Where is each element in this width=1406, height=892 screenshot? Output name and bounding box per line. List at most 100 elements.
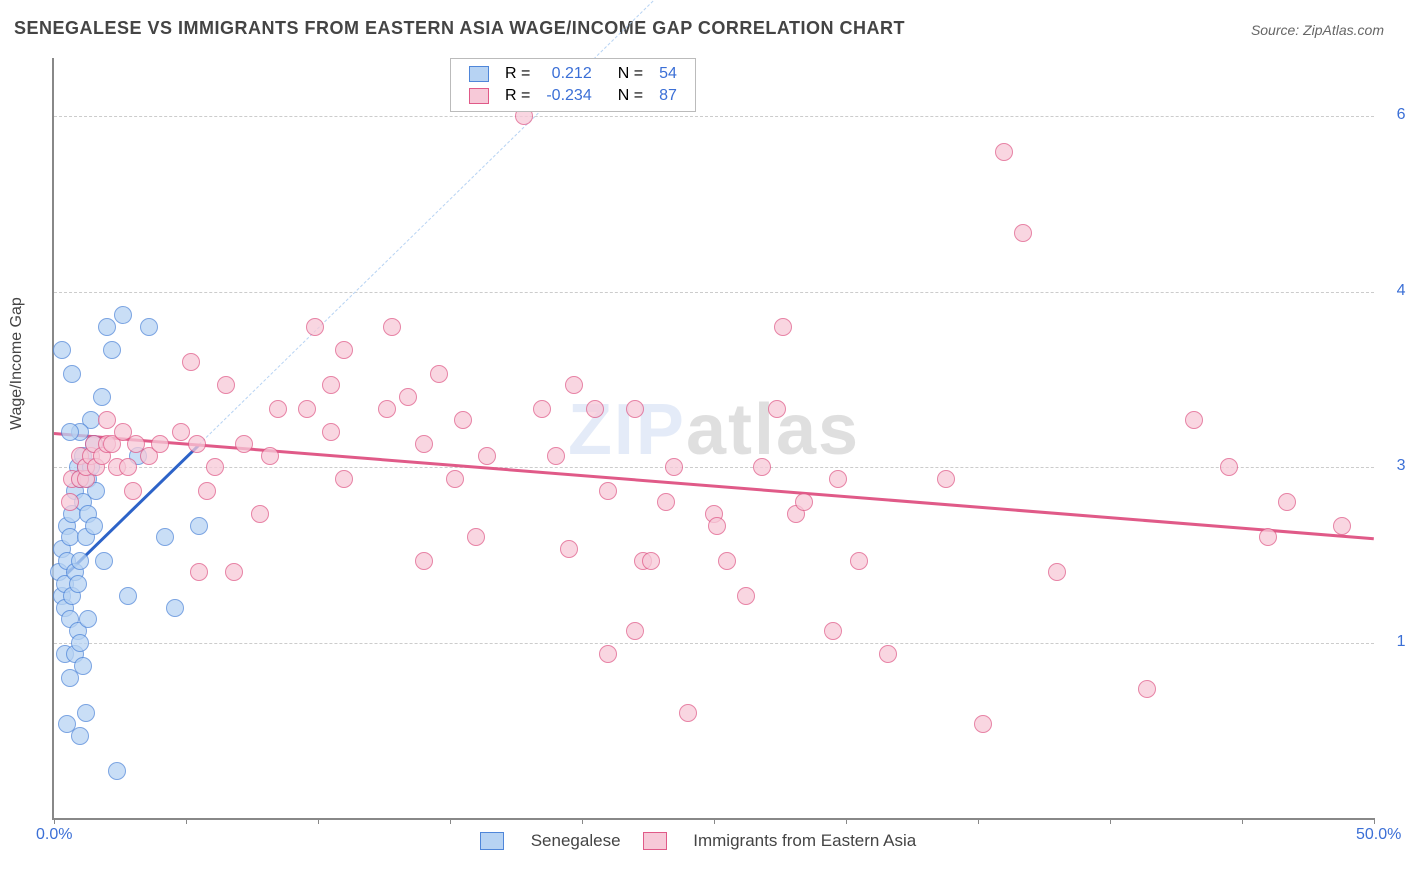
point-eastern_asia xyxy=(467,528,485,546)
point-eastern_asia xyxy=(679,704,697,722)
point-eastern_asia xyxy=(850,552,868,570)
point-eastern_asia xyxy=(151,435,169,453)
point-eastern_asia xyxy=(1185,411,1203,429)
point-eastern_asia xyxy=(753,458,771,476)
legend-r-label: R = xyxy=(497,85,538,107)
point-eastern_asia xyxy=(269,400,287,418)
watermark: ZIPatlas xyxy=(568,389,860,471)
point-senegalese xyxy=(114,306,132,324)
legend-r-value-eastern_asia: -0.234 xyxy=(538,85,599,107)
point-eastern_asia xyxy=(298,400,316,418)
gridline xyxy=(54,116,1374,117)
series-legend: Senegalese Immigrants from Eastern Asia xyxy=(480,830,938,851)
point-eastern_asia xyxy=(1333,517,1351,535)
point-senegalese xyxy=(119,587,137,605)
point-eastern_asia xyxy=(824,622,842,640)
chart-title: SENEGALESE VS IMMIGRANTS FROM EASTERN AS… xyxy=(14,18,905,39)
x-tick-mark xyxy=(318,818,319,824)
point-senegalese xyxy=(61,423,79,441)
point-eastern_asia xyxy=(182,353,200,371)
point-eastern_asia xyxy=(322,423,340,441)
x-tick-mark xyxy=(54,818,55,824)
point-eastern_asia xyxy=(190,563,208,581)
gridline xyxy=(54,643,1374,644)
point-senegalese xyxy=(69,575,87,593)
legend-label-senegalese: Senegalese xyxy=(526,831,621,850)
point-senegalese xyxy=(156,528,174,546)
legend-swatch-senegalese xyxy=(480,832,504,850)
point-eastern_asia xyxy=(446,470,464,488)
point-senegalese xyxy=(74,657,92,675)
point-eastern_asia xyxy=(995,143,1013,161)
point-eastern_asia xyxy=(599,482,617,500)
y-axis-label: Wage/Income Gap xyxy=(8,297,26,430)
point-senegalese xyxy=(93,388,111,406)
point-senegalese xyxy=(71,634,89,652)
point-senegalese xyxy=(79,610,97,628)
x-tick-mark xyxy=(846,818,847,824)
y-tick-label: 45.0% xyxy=(1378,282,1406,300)
y-tick-label: 15.0% xyxy=(1378,633,1406,651)
point-eastern_asia xyxy=(937,470,955,488)
point-eastern_asia xyxy=(119,458,137,476)
source-label: Source: ZipAtlas.com xyxy=(1251,22,1384,38)
point-eastern_asia xyxy=(1138,680,1156,698)
point-senegalese xyxy=(95,552,113,570)
point-senegalese xyxy=(53,341,71,359)
point-eastern_asia xyxy=(626,622,644,640)
point-eastern_asia xyxy=(225,563,243,581)
legend-n-label: N = xyxy=(600,63,651,85)
point-eastern_asia xyxy=(708,517,726,535)
point-eastern_asia xyxy=(217,376,235,394)
point-eastern_asia xyxy=(383,318,401,336)
gridline xyxy=(54,292,1374,293)
x-tick-mark xyxy=(186,818,187,824)
legend-swatch-eastern_asia xyxy=(643,832,667,850)
point-senegalese xyxy=(71,552,89,570)
point-eastern_asia xyxy=(399,388,417,406)
correlation-legend: R =0.212N =54R =-0.234N =87 xyxy=(450,58,696,112)
point-eastern_asia xyxy=(206,458,224,476)
point-eastern_asia xyxy=(235,435,253,453)
legend-r-label: R = xyxy=(497,63,538,85)
legend-r-value-senegalese: 0.212 xyxy=(538,63,599,85)
point-eastern_asia xyxy=(665,458,683,476)
point-eastern_asia xyxy=(188,435,206,453)
x-tick-label: 0.0% xyxy=(36,826,72,844)
point-eastern_asia xyxy=(737,587,755,605)
legend-swatch-eastern_asia xyxy=(469,88,489,104)
point-senegalese xyxy=(98,318,116,336)
point-eastern_asia xyxy=(1220,458,1238,476)
point-eastern_asia xyxy=(98,411,116,429)
point-eastern_asia xyxy=(378,400,396,418)
point-eastern_asia xyxy=(335,341,353,359)
point-eastern_asia xyxy=(599,645,617,663)
point-eastern_asia xyxy=(124,482,142,500)
point-eastern_asia xyxy=(768,400,786,418)
point-eastern_asia xyxy=(306,318,324,336)
point-senegalese xyxy=(85,517,103,535)
x-tick-mark xyxy=(1242,818,1243,824)
legend-label-eastern_asia: Immigrants from Eastern Asia xyxy=(689,831,917,850)
point-eastern_asia xyxy=(251,505,269,523)
point-eastern_asia xyxy=(430,365,448,383)
y-tick-label: 60.0% xyxy=(1378,106,1406,124)
x-tick-mark xyxy=(978,818,979,824)
y-tick-label: 30.0% xyxy=(1378,457,1406,475)
watermark-prefix: ZIP xyxy=(568,390,686,470)
point-eastern_asia xyxy=(565,376,583,394)
legend-swatch-senegalese xyxy=(469,66,489,82)
point-eastern_asia xyxy=(879,645,897,663)
point-eastern_asia xyxy=(547,447,565,465)
point-eastern_asia xyxy=(478,447,496,465)
legend-n-label: N = xyxy=(600,85,651,107)
point-eastern_asia xyxy=(261,447,279,465)
point-senegalese xyxy=(63,365,81,383)
point-senegalese xyxy=(108,762,126,780)
point-eastern_asia xyxy=(626,400,644,418)
point-eastern_asia xyxy=(322,376,340,394)
point-eastern_asia xyxy=(560,540,578,558)
x-tick-mark xyxy=(714,818,715,824)
point-eastern_asia xyxy=(1278,493,1296,511)
point-senegalese xyxy=(166,599,184,617)
